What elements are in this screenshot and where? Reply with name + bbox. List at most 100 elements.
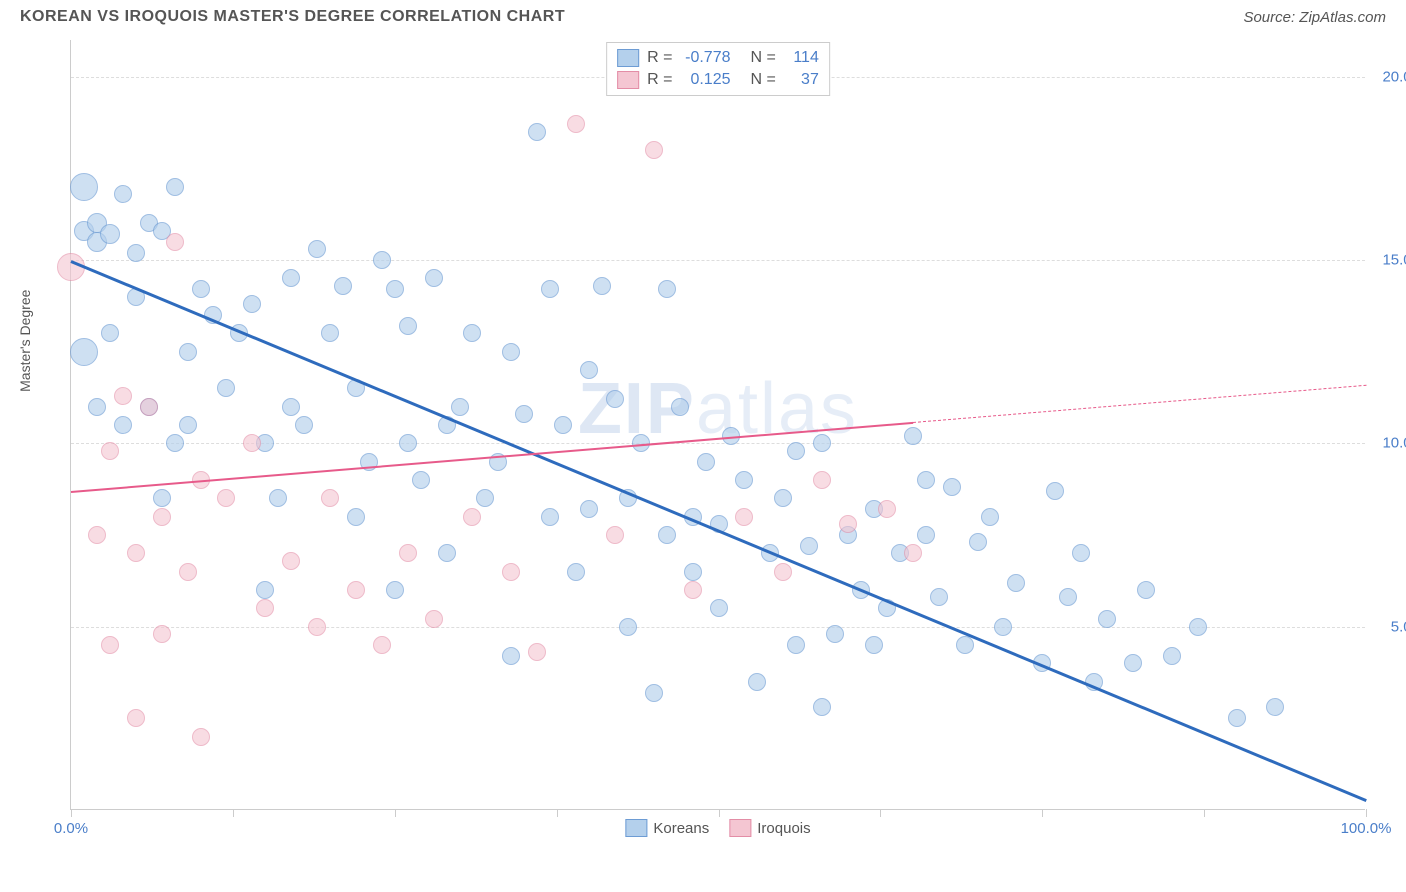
scatter-point — [101, 442, 119, 460]
scatter-point — [127, 244, 145, 262]
scatter-point — [528, 123, 546, 141]
scatter-point — [1072, 544, 1090, 562]
scatter-point — [580, 500, 598, 518]
scatter-point — [243, 295, 261, 313]
legend-r-label: R = — [647, 49, 672, 67]
scatter-point — [981, 508, 999, 526]
scatter-point — [386, 280, 404, 298]
scatter-point — [567, 115, 585, 133]
legend-swatch — [729, 819, 751, 837]
y-tick-label: 20.0% — [1370, 68, 1406, 85]
scatter-point — [748, 673, 766, 691]
scatter-point — [865, 636, 883, 654]
scatter-point — [904, 544, 922, 562]
scatter-point — [1098, 610, 1116, 628]
chart-container: Master's Degree ZIPatlas R =-0.778N =114… — [50, 40, 1385, 830]
scatter-point — [101, 324, 119, 342]
scatter-point — [1059, 588, 1077, 606]
scatter-point — [412, 471, 430, 489]
scatter-point — [153, 508, 171, 526]
scatter-point — [463, 324, 481, 342]
x-tick — [233, 809, 234, 817]
scatter-point — [334, 277, 352, 295]
legend-swatch — [625, 819, 647, 837]
legend-series: Koreans Iroquois — [625, 819, 810, 837]
scatter-point — [1228, 709, 1246, 727]
scatter-point — [554, 416, 572, 434]
x-tick — [880, 809, 881, 817]
scatter-point — [541, 508, 559, 526]
scatter-point — [425, 610, 443, 628]
scatter-point — [399, 434, 417, 452]
legend-series-label: Koreans — [653, 820, 709, 837]
x-tick — [1366, 809, 1367, 817]
legend-r-value: 0.125 — [681, 71, 731, 89]
legend-row: R =-0.778N =114 — [617, 47, 819, 69]
scatter-point — [606, 526, 624, 544]
trend-line — [913, 385, 1366, 423]
scatter-point — [282, 269, 300, 287]
scatter-point — [606, 390, 624, 408]
scatter-point — [917, 526, 935, 544]
legend-row: R =0.125N =37 — [617, 69, 819, 91]
scatter-point — [153, 489, 171, 507]
scatter-point — [580, 361, 598, 379]
scatter-point — [88, 398, 106, 416]
scatter-point — [541, 280, 559, 298]
scatter-point — [502, 563, 520, 581]
scatter-point — [1137, 581, 1155, 599]
legend-swatch — [617, 71, 639, 89]
x-tick — [557, 809, 558, 817]
scatter-point — [878, 500, 896, 518]
legend-series-item: Iroquois — [729, 819, 810, 837]
scatter-point — [774, 563, 792, 581]
scatter-point — [684, 581, 702, 599]
scatter-point — [904, 427, 922, 445]
scatter-point — [425, 269, 443, 287]
scatter-point — [645, 684, 663, 702]
scatter-point — [166, 178, 184, 196]
scatter-point — [127, 709, 145, 727]
scatter-point — [645, 141, 663, 159]
x-tick — [1204, 809, 1205, 817]
scatter-point — [1266, 698, 1284, 716]
gridline — [71, 627, 1365, 628]
scatter-point — [70, 173, 98, 201]
scatter-point — [321, 324, 339, 342]
scatter-point — [308, 240, 326, 258]
scatter-point — [347, 581, 365, 599]
scatter-point — [658, 526, 676, 544]
scatter-point — [321, 489, 339, 507]
scatter-point — [800, 537, 818, 555]
scatter-point — [463, 508, 481, 526]
scatter-point — [826, 625, 844, 643]
scatter-point — [282, 552, 300, 570]
scatter-point — [969, 533, 987, 551]
scatter-point — [114, 387, 132, 405]
scatter-point — [787, 636, 805, 654]
legend-n-label: N = — [751, 71, 776, 89]
x-tick-label: 100.0% — [1341, 820, 1392, 837]
y-tick-label: 5.0% — [1370, 618, 1406, 635]
scatter-point — [658, 280, 676, 298]
scatter-point — [1189, 618, 1207, 636]
trend-line — [70, 260, 1366, 802]
x-tick-label: 0.0% — [54, 820, 88, 837]
gridline — [71, 260, 1365, 261]
legend-n-label: N = — [751, 49, 776, 67]
scatter-point — [114, 185, 132, 203]
scatter-point — [179, 416, 197, 434]
scatter-point — [684, 563, 702, 581]
scatter-point — [70, 338, 98, 366]
scatter-point — [386, 581, 404, 599]
scatter-point — [399, 544, 417, 562]
scatter-point — [930, 588, 948, 606]
scatter-point — [127, 544, 145, 562]
x-tick — [1042, 809, 1043, 817]
x-tick — [719, 809, 720, 817]
y-tick-label: 10.0% — [1370, 435, 1406, 452]
scatter-point — [192, 728, 210, 746]
chart-source: Source: ZipAtlas.com — [1243, 9, 1386, 26]
scatter-point — [1046, 482, 1064, 500]
scatter-point — [735, 508, 753, 526]
